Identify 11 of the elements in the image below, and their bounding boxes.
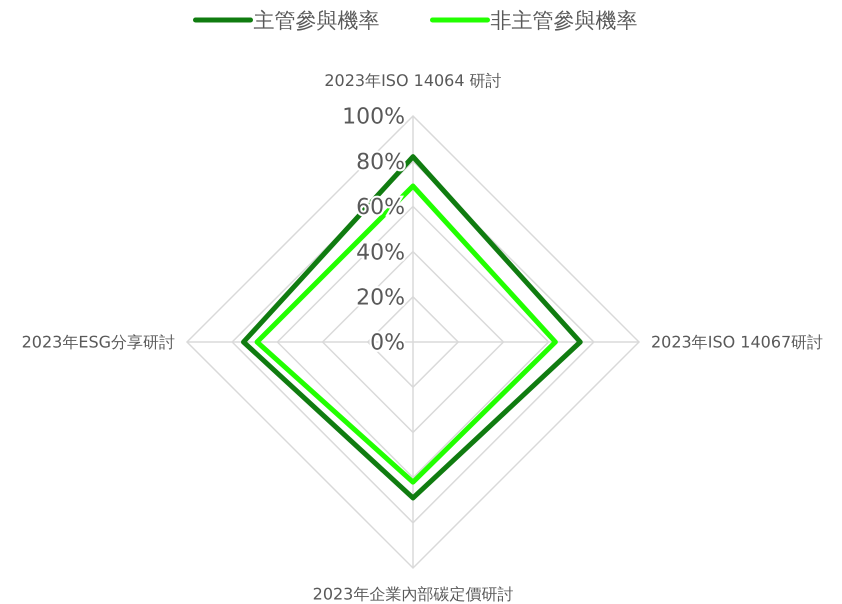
- spoke-label: 2023年企業內部碳定價研討: [312, 584, 514, 604]
- spoke-label: 2023年ESG分享研討: [22, 332, 175, 352]
- spoke-label: 2023年ISO 14067研討: [651, 332, 824, 352]
- legend-label: 非主管參與機率: [490, 8, 638, 32]
- spoke-label: 2023年ISO 14064 研討: [324, 71, 502, 90]
- y-tick-label: 40%: [356, 240, 405, 266]
- y-tick-label: 100%: [342, 104, 405, 130]
- y-tick-label: 0%: [370, 330, 405, 356]
- y-tick-label: 20%: [356, 286, 405, 310]
- y-tick-label: 80%: [356, 150, 405, 175]
- legend-label: 主管參與機率: [254, 8, 380, 32]
